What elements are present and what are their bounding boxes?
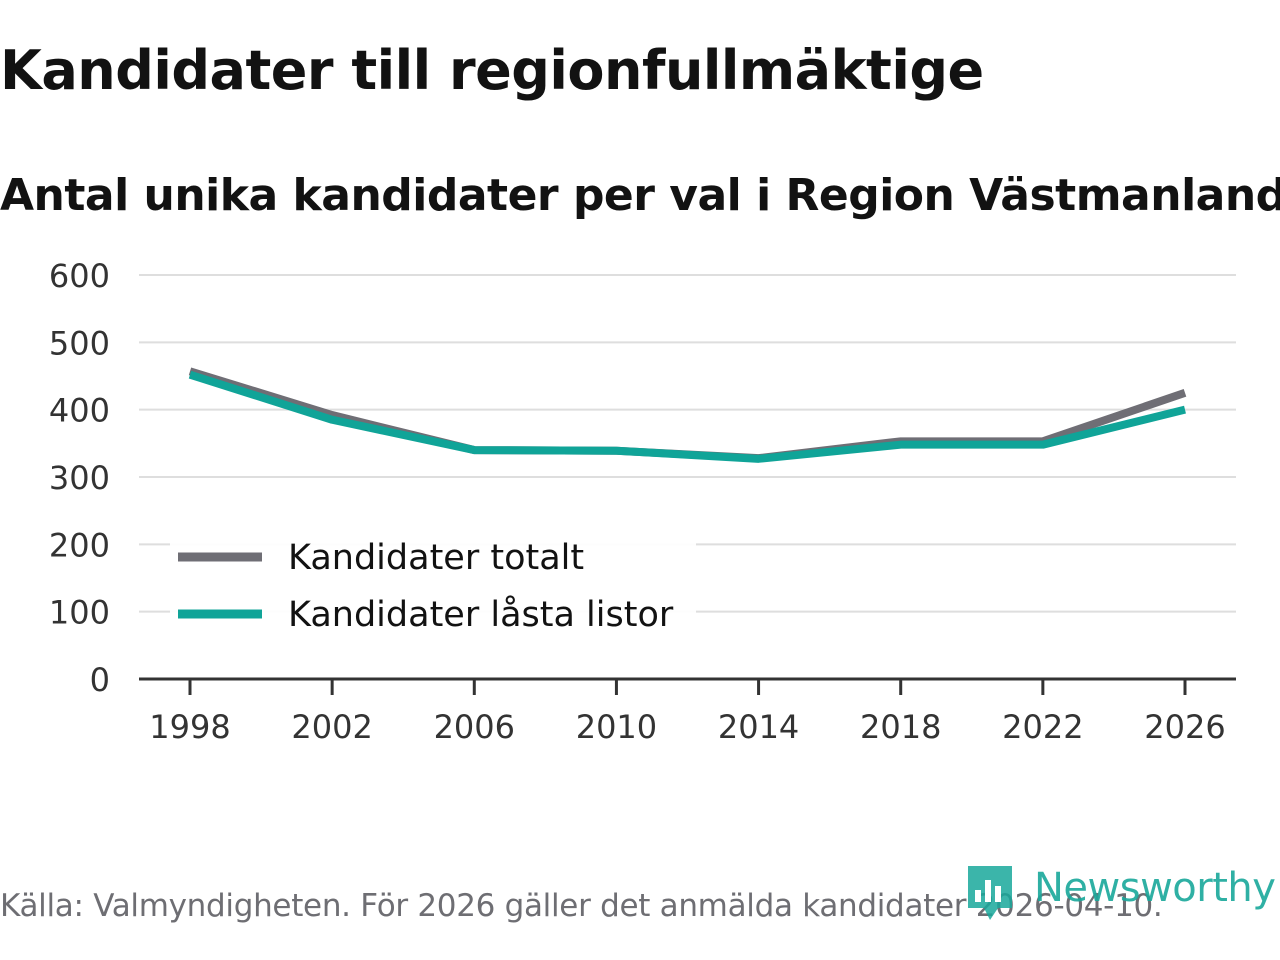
chart-title: Kandidater till regionfullmäktige <box>0 39 984 102</box>
x-tick-label: 1998 <box>149 708 230 746</box>
y-tick-label: 400 <box>49 392 110 430</box>
x-tick-label: 2022 <box>1002 708 1083 746</box>
newsworthy-logo-icon <box>968 866 1012 920</box>
y-axis-tick-labels: 0 100 200 300 400 500 600 <box>49 257 110 699</box>
brand-name: Newsworthy <box>1034 865 1276 911</box>
x-tick-label: 2010 <box>576 708 657 746</box>
series-lines <box>188 367 1187 463</box>
legend-label: Kandidater totalt <box>288 538 584 578</box>
x-tick-label: 2026 <box>1144 708 1225 746</box>
legend: Kandidater totalt Kandidater låsta listor <box>170 532 696 642</box>
legend-background <box>170 532 696 642</box>
y-tick-label: 0 <box>90 661 110 699</box>
x-axis-ticks: 1998 2002 2006 2010 2014 2018 2022 2026 <box>149 679 1226 746</box>
y-tick-label: 300 <box>49 459 110 497</box>
y-tick-label: 200 <box>49 526 110 564</box>
y-tick-label: 600 <box>49 257 110 295</box>
x-tick-label: 2006 <box>434 708 515 746</box>
y-tick-label: 500 <box>49 324 110 362</box>
x-tick-label: 2014 <box>718 708 799 746</box>
chart-subtitle: Antal unika kandidater per val i Region … <box>0 170 1280 221</box>
x-tick-label: 2018 <box>860 708 941 746</box>
x-tick-label: 2002 <box>291 708 372 746</box>
legend-label: Kandidater låsta listor <box>288 594 674 635</box>
series-line-kandidater-lasta-listor <box>188 370 1186 463</box>
y-tick-label: 100 <box>49 594 110 632</box>
